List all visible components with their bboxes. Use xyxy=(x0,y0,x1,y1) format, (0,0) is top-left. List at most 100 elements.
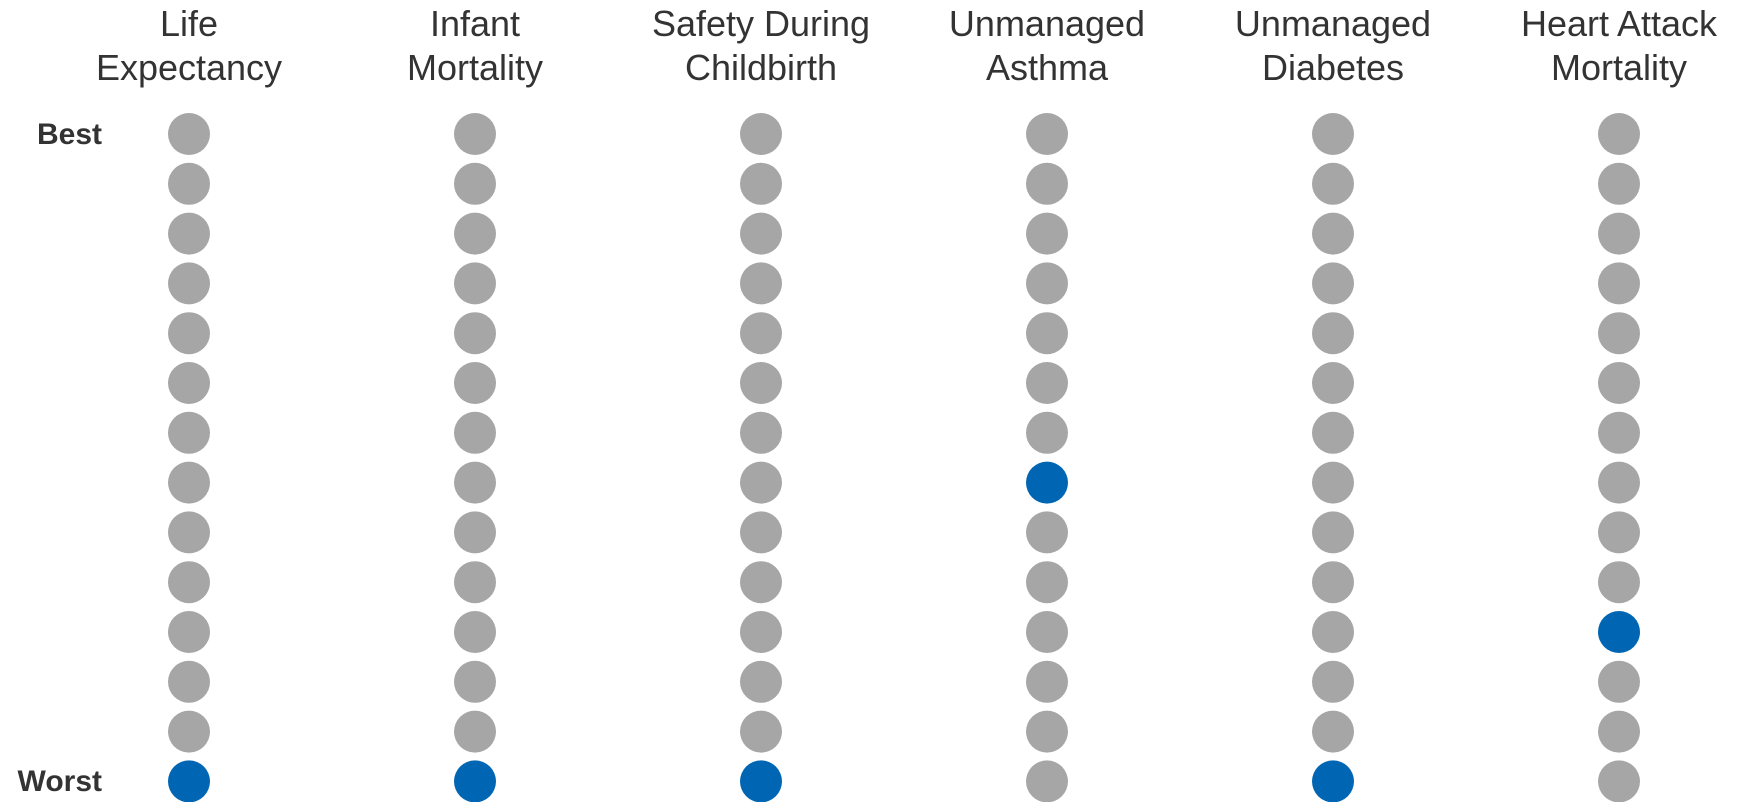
column-title-line: Childbirth xyxy=(685,47,837,88)
rank-dot xyxy=(740,660,782,703)
rank-dot xyxy=(740,362,782,404)
rank-dot xyxy=(1312,212,1354,255)
rank-dot xyxy=(168,212,210,255)
rank-dot xyxy=(1026,710,1068,753)
rank-dot xyxy=(168,312,210,355)
rank-dot xyxy=(740,511,782,554)
rank-dot xyxy=(1312,611,1354,653)
rank-dot xyxy=(454,162,496,205)
rank-dot xyxy=(168,710,210,753)
column-title-line: Mortality xyxy=(1551,47,1687,88)
rank-dot xyxy=(1598,760,1640,802)
dot-column-1 xyxy=(168,113,210,802)
rank-dot xyxy=(168,561,210,604)
rank-dot xyxy=(454,212,496,255)
column-title-line: Infant xyxy=(430,3,520,44)
rank-dot xyxy=(1312,461,1354,504)
dot-column-3 xyxy=(740,113,782,802)
rank-dot xyxy=(1598,162,1640,205)
rank-dot xyxy=(1598,660,1640,703)
dot-column-5 xyxy=(1312,113,1354,802)
rank-dot xyxy=(168,411,210,454)
column-title-4: Unmanaged Asthma xyxy=(949,3,1145,88)
rank-dot xyxy=(168,162,210,205)
rank-dot xyxy=(1026,312,1068,355)
rank-dot xyxy=(1026,162,1068,205)
rank-dot xyxy=(1026,660,1068,703)
column-title-line: Asthma xyxy=(986,47,1109,88)
highlighted-rank-dot xyxy=(1312,760,1354,802)
rank-dot xyxy=(454,262,496,305)
row-labels: Best Worst xyxy=(18,118,102,798)
column-title-2: Infant Mortality xyxy=(407,3,543,88)
column-title-line: Diabetes xyxy=(1262,47,1404,88)
column-title-line: Mortality xyxy=(407,47,543,88)
rank-dot xyxy=(740,212,782,255)
rank-dots xyxy=(168,113,1640,802)
highlighted-rank-dot xyxy=(454,760,496,802)
rank-dot xyxy=(1312,262,1354,305)
column-title-line: Safety During xyxy=(652,3,870,44)
column-title-1: Life Expectancy xyxy=(96,3,282,88)
rank-dot xyxy=(1026,212,1068,255)
rank-dot xyxy=(1598,561,1640,604)
rank-dot xyxy=(1026,511,1068,554)
rank-dot xyxy=(740,262,782,305)
highlighted-rank-dot xyxy=(1598,611,1640,653)
rank-dot xyxy=(168,362,210,404)
rank-dot xyxy=(168,113,210,155)
rank-dot xyxy=(740,162,782,205)
rank-dot xyxy=(1026,561,1068,604)
rank-dot xyxy=(168,660,210,703)
rank-dot xyxy=(454,561,496,604)
column-title-line: Heart Attack xyxy=(1521,3,1718,44)
rank-dot xyxy=(1312,312,1354,355)
column-title-6: Heart Attack Mortality xyxy=(1521,3,1718,88)
rank-dot xyxy=(1312,561,1354,604)
rank-dot xyxy=(740,710,782,753)
rank-dot xyxy=(740,312,782,355)
rank-dot xyxy=(1598,710,1640,753)
column-title-line: Life xyxy=(160,3,218,44)
dot-column-4 xyxy=(1026,113,1068,802)
highlighted-rank-dot xyxy=(740,760,782,802)
rank-dot xyxy=(454,113,496,155)
rank-dot xyxy=(454,611,496,653)
rank-dot xyxy=(1026,411,1068,454)
rank-dot xyxy=(1026,262,1068,305)
rank-dot xyxy=(1312,362,1354,404)
highlighted-rank-dot xyxy=(168,760,210,802)
highlighted-rank-dot xyxy=(1026,461,1068,504)
best-label: Best xyxy=(37,118,102,151)
rank-dot xyxy=(168,461,210,504)
column-title-5: Unmanaged Diabetes xyxy=(1235,3,1431,88)
rank-dot xyxy=(454,710,496,753)
rank-dot xyxy=(454,660,496,703)
rank-dot xyxy=(454,461,496,504)
rank-dot xyxy=(740,611,782,653)
rank-dot xyxy=(1598,362,1640,404)
rank-dot xyxy=(740,561,782,604)
column-title-line: Expectancy xyxy=(96,47,282,88)
dot-column-6 xyxy=(1598,113,1640,802)
rank-dot xyxy=(1026,113,1068,155)
rank-dot xyxy=(1312,660,1354,703)
rank-dot xyxy=(454,411,496,454)
rank-dot xyxy=(1312,511,1354,554)
rank-dot xyxy=(1598,262,1640,305)
rank-dot xyxy=(1312,411,1354,454)
rank-dot xyxy=(1026,760,1068,802)
rank-dot xyxy=(454,312,496,355)
rank-dot xyxy=(168,511,210,554)
worst-label: Worst xyxy=(18,765,102,798)
rank-dot xyxy=(1598,113,1640,155)
column-title-line: Unmanaged xyxy=(1235,3,1431,44)
dot-column-2 xyxy=(454,113,496,802)
rank-dot xyxy=(1312,710,1354,753)
rank-dot xyxy=(1598,312,1640,355)
rank-dot xyxy=(454,362,496,404)
rank-dot xyxy=(1026,611,1068,653)
rank-dot xyxy=(454,511,496,554)
